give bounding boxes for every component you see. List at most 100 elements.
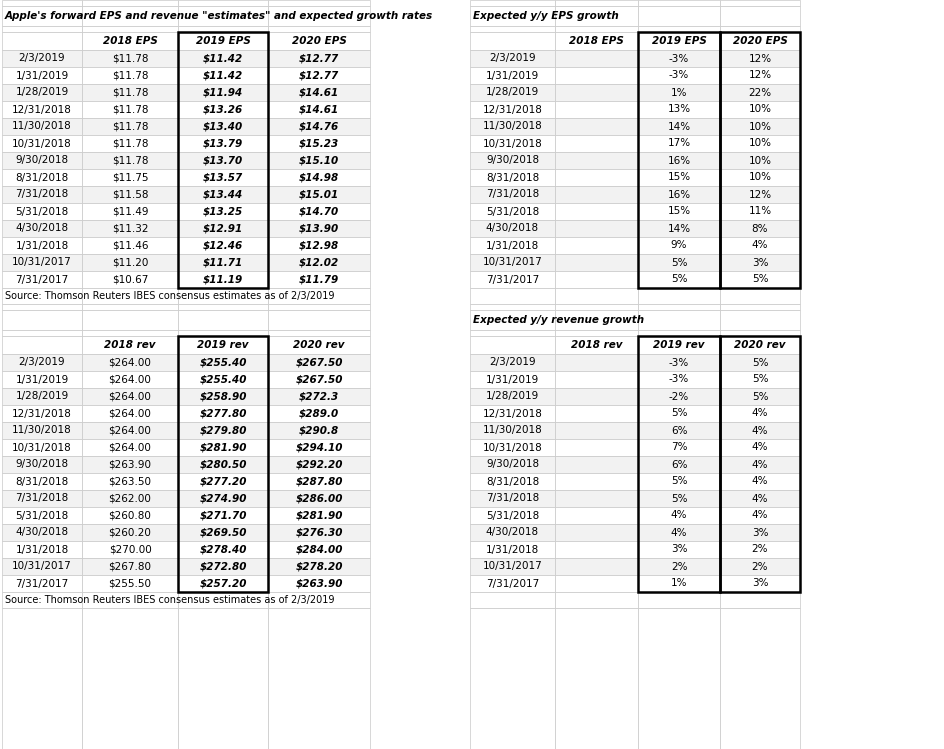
Bar xyxy=(470,388,555,405)
Text: 10%: 10% xyxy=(749,105,771,115)
Text: 3%: 3% xyxy=(751,258,768,267)
Text: $278.40: $278.40 xyxy=(199,545,246,554)
Bar xyxy=(2,541,82,558)
Text: $292.20: $292.20 xyxy=(295,459,343,470)
Bar xyxy=(555,169,638,186)
Text: 7/31/2017: 7/31/2017 xyxy=(15,274,69,285)
Text: 4/30/2018: 4/30/2018 xyxy=(15,223,69,234)
Bar xyxy=(82,26,178,32)
Bar xyxy=(178,50,268,67)
Bar xyxy=(720,135,800,152)
Bar xyxy=(268,456,370,473)
Bar xyxy=(268,237,370,254)
Bar xyxy=(268,304,370,310)
Text: $264.00: $264.00 xyxy=(109,357,151,368)
Bar xyxy=(2,336,82,354)
Bar xyxy=(470,490,555,507)
Bar xyxy=(638,422,720,439)
Text: $264.00: $264.00 xyxy=(109,392,151,401)
Bar xyxy=(2,254,82,271)
Bar xyxy=(720,330,800,336)
Text: -3%: -3% xyxy=(669,70,689,80)
Bar xyxy=(555,330,638,336)
Bar xyxy=(82,592,178,608)
Bar xyxy=(555,288,638,304)
Bar xyxy=(82,220,178,237)
Bar xyxy=(178,186,268,203)
Bar xyxy=(82,186,178,203)
Bar xyxy=(268,0,370,6)
Bar xyxy=(638,575,720,592)
Text: $11.19: $11.19 xyxy=(203,274,244,285)
Bar xyxy=(638,473,720,490)
Bar xyxy=(555,32,638,50)
Bar xyxy=(2,490,82,507)
Bar xyxy=(555,422,638,439)
Bar xyxy=(638,304,720,310)
Bar xyxy=(638,237,720,254)
Text: 4%: 4% xyxy=(751,408,768,419)
Bar xyxy=(638,541,720,558)
Bar xyxy=(2,473,82,490)
Bar xyxy=(638,336,720,592)
Text: 11/30/2018: 11/30/2018 xyxy=(482,425,543,435)
Text: $258.90: $258.90 xyxy=(199,392,246,401)
Text: $11.49: $11.49 xyxy=(111,207,148,216)
Text: 10/31/2017: 10/31/2017 xyxy=(482,258,543,267)
Text: 4%: 4% xyxy=(671,511,687,521)
Bar xyxy=(82,271,178,288)
Bar xyxy=(178,336,268,592)
Text: $11.46: $11.46 xyxy=(111,240,148,250)
Bar xyxy=(638,169,720,186)
Bar xyxy=(638,101,720,118)
Text: 8/31/2018: 8/31/2018 xyxy=(486,172,539,183)
Text: 2/3/2019: 2/3/2019 xyxy=(19,53,65,64)
Bar xyxy=(470,186,555,203)
Text: 2018 EPS: 2018 EPS xyxy=(569,36,624,46)
Bar xyxy=(268,330,370,336)
Bar xyxy=(2,50,82,67)
Text: 1/31/2018: 1/31/2018 xyxy=(486,545,539,554)
Bar xyxy=(638,288,720,304)
Text: $15.01: $15.01 xyxy=(299,189,339,199)
Text: 9/30/2018: 9/30/2018 xyxy=(486,459,539,470)
Bar xyxy=(2,405,82,422)
Text: 5%: 5% xyxy=(671,408,687,419)
Bar xyxy=(555,507,638,524)
Text: 15%: 15% xyxy=(667,172,691,183)
Bar xyxy=(2,507,82,524)
Bar xyxy=(2,0,82,6)
Text: $10.67: $10.67 xyxy=(111,274,148,285)
Text: 7/31/2018: 7/31/2018 xyxy=(486,189,539,199)
Bar xyxy=(470,507,555,524)
Text: 5%: 5% xyxy=(671,258,687,267)
Text: $271.70: $271.70 xyxy=(199,511,246,521)
Text: $15.10: $15.10 xyxy=(299,156,339,166)
Bar xyxy=(268,310,370,330)
Bar xyxy=(720,271,800,288)
Bar xyxy=(470,288,555,304)
Text: 12/31/2018: 12/31/2018 xyxy=(482,408,543,419)
Bar xyxy=(555,558,638,575)
Text: $262.00: $262.00 xyxy=(109,494,151,503)
Text: 2018 rev: 2018 rev xyxy=(104,340,156,350)
Bar xyxy=(555,220,638,237)
Bar xyxy=(555,271,638,288)
Text: $14.61: $14.61 xyxy=(299,105,339,115)
Bar xyxy=(470,169,555,186)
Text: 5%: 5% xyxy=(751,374,768,384)
Bar xyxy=(178,524,268,541)
Text: $277.20: $277.20 xyxy=(199,476,246,487)
Text: 15%: 15% xyxy=(667,207,691,216)
Bar xyxy=(178,422,268,439)
Text: $11.32: $11.32 xyxy=(111,223,148,234)
Text: 4%: 4% xyxy=(751,240,768,250)
Text: 2020 rev: 2020 rev xyxy=(294,340,345,350)
Text: $11.42: $11.42 xyxy=(203,53,244,64)
Text: 2/3/2019: 2/3/2019 xyxy=(489,357,536,368)
Bar xyxy=(82,524,178,541)
Bar xyxy=(82,310,178,330)
Bar xyxy=(555,371,638,388)
Bar xyxy=(555,388,638,405)
Bar xyxy=(178,507,268,524)
